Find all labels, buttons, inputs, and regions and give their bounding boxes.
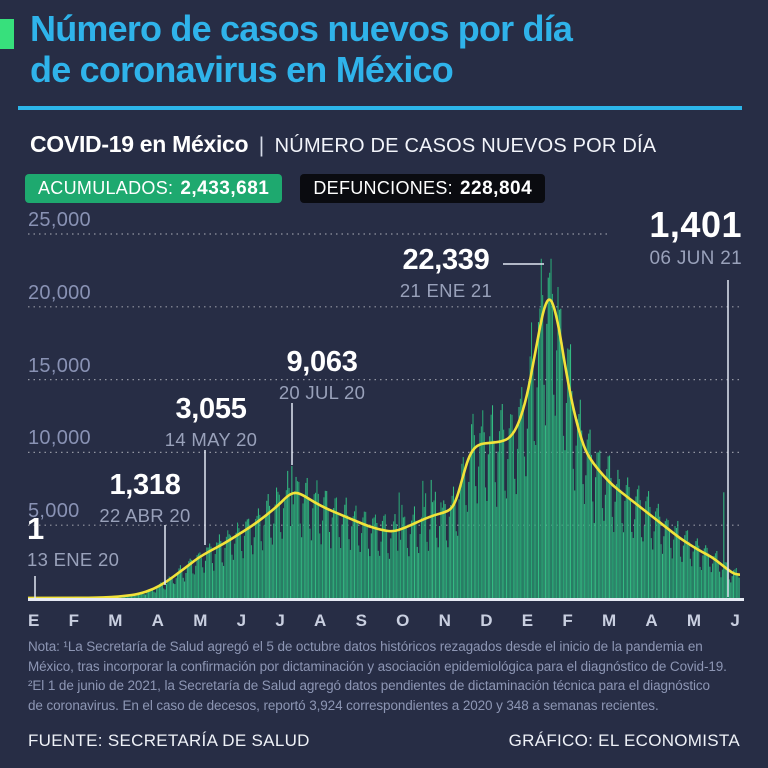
page-title-line2: de coronavirus en México <box>30 49 454 90</box>
footnote: Nota: ¹La Secretaría de Salud agregó el … <box>28 637 746 715</box>
annotation-date: 13 ENE 20 <box>27 549 120 570</box>
acumulados-value: 2,433,681 <box>180 177 270 199</box>
month-label: D <box>480 611 493 630</box>
subtitle-description: NÚMERO DE CASOS NUEVOS POR DÍA <box>274 135 657 157</box>
month-label: E <box>28 611 40 630</box>
month-label: O <box>396 611 410 630</box>
month-label: A <box>151 611 164 630</box>
footer-credits: FUENTE: SECRETARÍA DE SALUD GRÁFICO: EL … <box>28 731 740 751</box>
footnote-line: Nota: ¹La Secretaría de Salud agregó el … <box>28 639 703 654</box>
y-axis-tick-label: 10,000 <box>28 427 91 450</box>
page-title: Número de casos nuevos por día de corona… <box>30 8 573 90</box>
month-label: A <box>314 611 327 630</box>
annotation-date: 21 ENE 21 <box>399 280 493 301</box>
annotation-date: 22 ABR 20 <box>99 505 191 526</box>
footnote-line: México, tras incorporar la confirmación … <box>28 658 727 674</box>
month-label: F <box>68 611 79 630</box>
annotation-peak-ene21: 22,339 21 ENE 21 <box>393 246 499 301</box>
annotation-pointer-line <box>503 263 544 265</box>
annotation-record-abr20: 1,318 22 ABR 20 <box>92 471 198 526</box>
annotation-value: 1,318 <box>109 469 181 501</box>
footnote-line: de coronavirus. En el caso de decesos, r… <box>28 697 659 713</box>
stat-badges: ACUMULADOS: 2,433,681 DEFUNCIONES: 228,8… <box>25 174 546 203</box>
month-label: S <box>355 611 367 630</box>
annotation-value: 1,401 <box>649 204 742 245</box>
annotation-date: 14 MAY 20 <box>164 429 258 450</box>
chart-area <box>28 215 740 598</box>
footnote-line: ²El 1 de junio de 2021, la Secretaría de… <box>28 678 710 693</box>
graphic-credit: GRÁFICO: EL ECONOMISTA <box>508 731 740 750</box>
subtitle-separator: | <box>258 134 265 157</box>
y-axis-tick-label: 20,000 <box>28 281 91 304</box>
annotation-date: 20 JUL 20 <box>278 382 366 403</box>
annotation-value: 3,055 <box>175 393 247 425</box>
x-axis-line <box>28 598 744 601</box>
month-label: A <box>645 611 658 630</box>
month-label: M <box>108 611 123 630</box>
annotation-pointer-line <box>727 280 729 597</box>
acumulados-badge: ACUMULADOS: 2,433,681 <box>25 174 283 203</box>
annotation-pointer-line <box>204 450 206 545</box>
annotation-value: 1 <box>27 511 44 546</box>
annotation-value: 22,339 <box>402 244 490 276</box>
y-axis-tick-label: 15,000 <box>28 354 91 377</box>
acumulados-label: ACUMULADOS: <box>38 178 174 198</box>
bar-line-chart-canvas <box>28 215 740 598</box>
source-credit: FUENTE: SECRETARÍA DE SALUD <box>28 731 310 750</box>
subtitle-covid-label: COVID-19 en México <box>30 131 249 157</box>
annotation-first-case: 1 13 ENE 20 <box>27 513 119 570</box>
month-label: F <box>562 611 573 630</box>
defunciones-value: 228,804 <box>459 177 533 199</box>
annotation-pointer-line <box>291 403 293 465</box>
annotation-date: 06 JUN 21 <box>649 248 742 269</box>
month-label: M <box>193 611 208 630</box>
month-label: J <box>236 611 247 630</box>
month-label: J <box>275 611 285 630</box>
annotation-value: 9,063 <box>286 346 358 378</box>
chart-subtitle: COVID-19 en México | NÚMERO DE CASOS NUE… <box>30 131 656 158</box>
y-axis-tick-label: 5,000 <box>28 500 80 523</box>
month-label: M <box>601 611 617 630</box>
annotation-pointer-line <box>164 525 166 585</box>
defunciones-badge: DEFUNCIONES: 228,804 <box>300 174 546 203</box>
month-label: E <box>521 611 534 630</box>
month-label: N <box>438 611 451 630</box>
month-label: M <box>686 611 702 630</box>
annotation-record-jul20: 9,063 20 JUL 20 <box>266 348 378 403</box>
annotation-record-may20: 3,055 14 MAY 20 <box>158 395 264 450</box>
annotation-latest-value: 1,401 06 JUN 21 <box>649 204 742 269</box>
annotation-pointer-line <box>34 576 36 598</box>
title-bullet-square <box>0 19 14 49</box>
defunciones-label: DEFUNCIONES: <box>313 178 453 198</box>
page-title-line1: Número de casos nuevos por día <box>30 8 573 49</box>
y-axis-tick-label: 25,000 <box>28 209 91 231</box>
month-label: J <box>730 611 740 630</box>
title-divider <box>18 106 742 110</box>
